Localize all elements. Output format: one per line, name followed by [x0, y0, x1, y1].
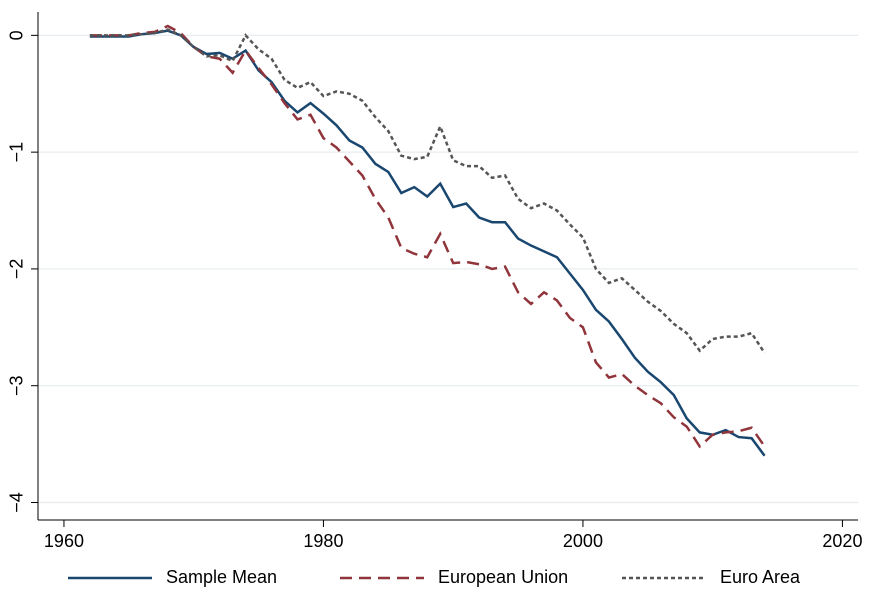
legend-label: European Union [438, 567, 568, 587]
y-tick-label: −3 [7, 375, 27, 396]
y-tick-label: 0 [7, 30, 27, 40]
y-tick-label: −1 [7, 142, 27, 163]
x-tick-label: 1960 [44, 531, 84, 551]
y-tick-label: −2 [7, 259, 27, 280]
legend-label: Sample Mean [166, 567, 277, 587]
series-line [89, 29, 766, 457]
x-tick-label: 2000 [563, 531, 603, 551]
x-tick-label: 2020 [822, 531, 862, 551]
y-tick-label: −4 [7, 492, 27, 513]
legend-label: Euro Area [720, 567, 801, 587]
x-tick-label: 1980 [303, 531, 343, 551]
series-line [89, 28, 766, 354]
